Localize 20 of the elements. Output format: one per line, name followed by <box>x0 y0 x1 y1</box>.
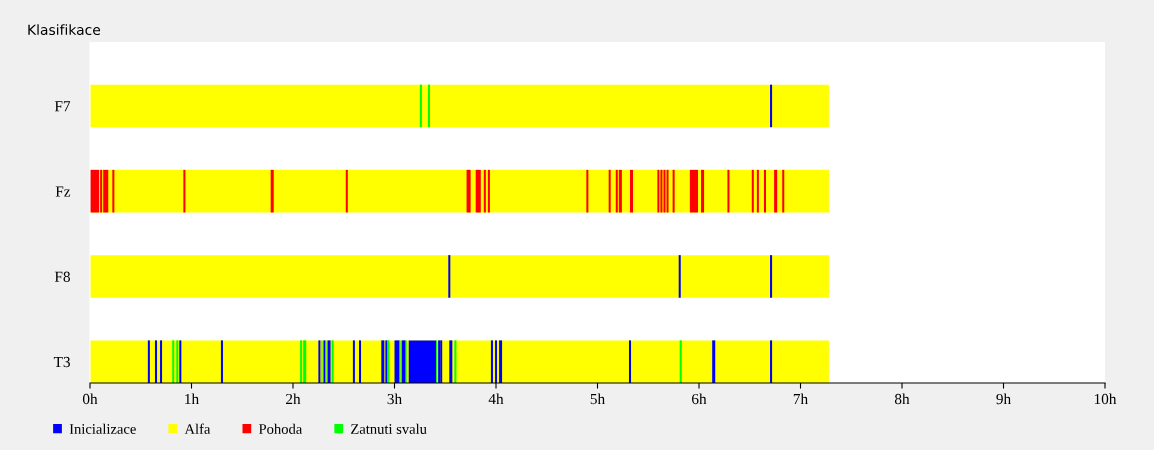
x-tick-label: 7h <box>793 393 808 405</box>
y-tick-label: T3 <box>53 356 70 368</box>
x-tick-label: 8h <box>894 393 910 405</box>
legend-label: Zatnuti svalu <box>351 423 427 434</box>
x-tick-label: 6h <box>692 393 707 405</box>
x-tick-label: 5h <box>590 393 605 405</box>
y-tick-label: Fz <box>55 186 71 197</box>
chart-title: Klasifikace <box>28 24 101 36</box>
x-tick-label: 3h <box>387 393 402 405</box>
x-tick-label: 0h <box>82 393 98 405</box>
y-tick-label: F7 <box>54 101 71 112</box>
legend-label: Pohoda <box>258 423 303 434</box>
x-tick-label: 1h <box>185 393 199 405</box>
legend-label: Inicializace <box>69 423 136 434</box>
x-tick-label: 10h <box>1094 393 1117 405</box>
x-tick-label: 4h <box>488 393 504 405</box>
x-tick-label: 9h <box>996 393 1011 405</box>
x-tick-label: 2h <box>286 393 301 405</box>
legend-label: Alfa <box>184 423 211 434</box>
y-tick-label: F8 <box>54 271 70 282</box>
